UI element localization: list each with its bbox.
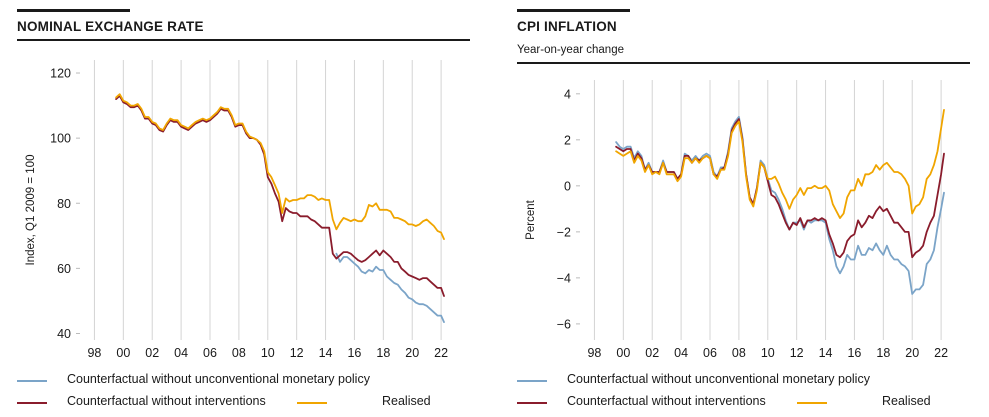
x-tick-label: 10 [261,346,275,360]
chart-title: CPI INFLATION [517,19,617,34]
y-axis-title: Index, Q1 2009 = 100 [25,155,37,266]
legend-swatch [297,402,327,404]
legend-label: Counterfactual without interventions [67,394,266,408]
x-tick-label: 12 [790,346,804,360]
y-tick-label: 80 [57,197,71,211]
legend-label: Counterfactual without unconventional mo… [67,372,370,386]
series-line-realised [615,109,945,220]
x-tick-label: 16 [347,346,361,360]
chart-title: NOMINAL EXCHANGE RATE [17,19,204,34]
y-tick-label: −2 [557,225,571,239]
series-line-counterfactual-no-interventions [615,118,945,259]
y-tick-label: 0 [564,179,571,193]
legend-label: Realised [882,394,931,408]
x-tick-label: 18 [876,346,890,360]
x-tick-label: 12 [290,346,304,360]
legend-swatch [797,402,827,404]
legend-swatch [17,380,47,382]
x-tick-label: 20 [905,346,919,360]
x-tick-label: 16 [847,346,861,360]
y-tick-label: 4 [564,87,571,101]
cpi-inflation-chart: 98 00 02 04 06 08 10 12 14 16 18 20 22−6−4−2024Perce… [525,80,948,360]
title-rule [517,62,970,64]
legend-swatch [517,402,547,404]
exchange-rate-chart: 98 00 02 04 06 08 10 12 14 16 18 20 22 40 60 80 100 120 In… [25,60,448,360]
legend-label: Counterfactual without unconventional mo… [567,372,870,386]
series-line-counterfactual-no-ump [615,115,945,295]
x-tick-label: 20 [405,346,419,360]
x-tick-label: 22 [434,346,448,360]
y-tick-label: 120 [50,67,71,81]
cpi-inflation-panel: CPI INFLATION Year-on-year change 98 00 02… [500,0,970,417]
title-rule [17,39,470,41]
y-tick-label: 100 [50,132,71,146]
x-tick-label: 06 [703,346,717,360]
x-tick-label: 04 [174,346,188,360]
legend-swatch [517,380,547,382]
x-tick-label: 08 [232,346,246,360]
x-tick-label: 02 [645,346,659,360]
y-tick-label: 2 [564,133,571,147]
legend-label: Realised [382,394,431,408]
title-accent-bar [17,9,130,12]
legend-swatch [17,402,47,404]
x-tick-label: 10 [761,346,775,360]
x-tick-label: 06 [203,346,217,360]
x-tick-label: 00 [116,346,130,360]
x-tick-label: 98 [587,346,601,360]
y-tick-label: 60 [57,262,71,276]
x-tick-label: 00 [616,346,630,360]
exchange-rate-panel: NOMINAL EXCHANGE RATE 98 00 02 04 06 08 10 12 14… [0,0,470,417]
title-accent-bar [517,9,630,12]
x-tick-label: 04 [674,346,688,360]
y-tick-label: −6 [557,317,571,331]
x-tick-label: 14 [819,346,833,360]
legend-label: Counterfactual without interventions [567,394,766,408]
y-tick-label: 40 [57,327,71,341]
x-tick-label: 18 [376,346,390,360]
x-tick-label: 02 [145,346,159,360]
x-tick-label: 98 [87,346,101,360]
chart-subtitle: Year-on-year change [517,44,624,56]
series-line-counterfactual-no-ump [335,252,445,324]
x-tick-label: 14 [319,346,333,360]
series-line-counterfactual-no-interventions [115,94,445,297]
y-axis-title: Percent [525,199,537,239]
x-tick-label: 22 [934,346,948,360]
y-tick-label: −4 [557,271,571,285]
x-tick-label: 08 [732,346,746,360]
series-line-realised [115,93,445,241]
